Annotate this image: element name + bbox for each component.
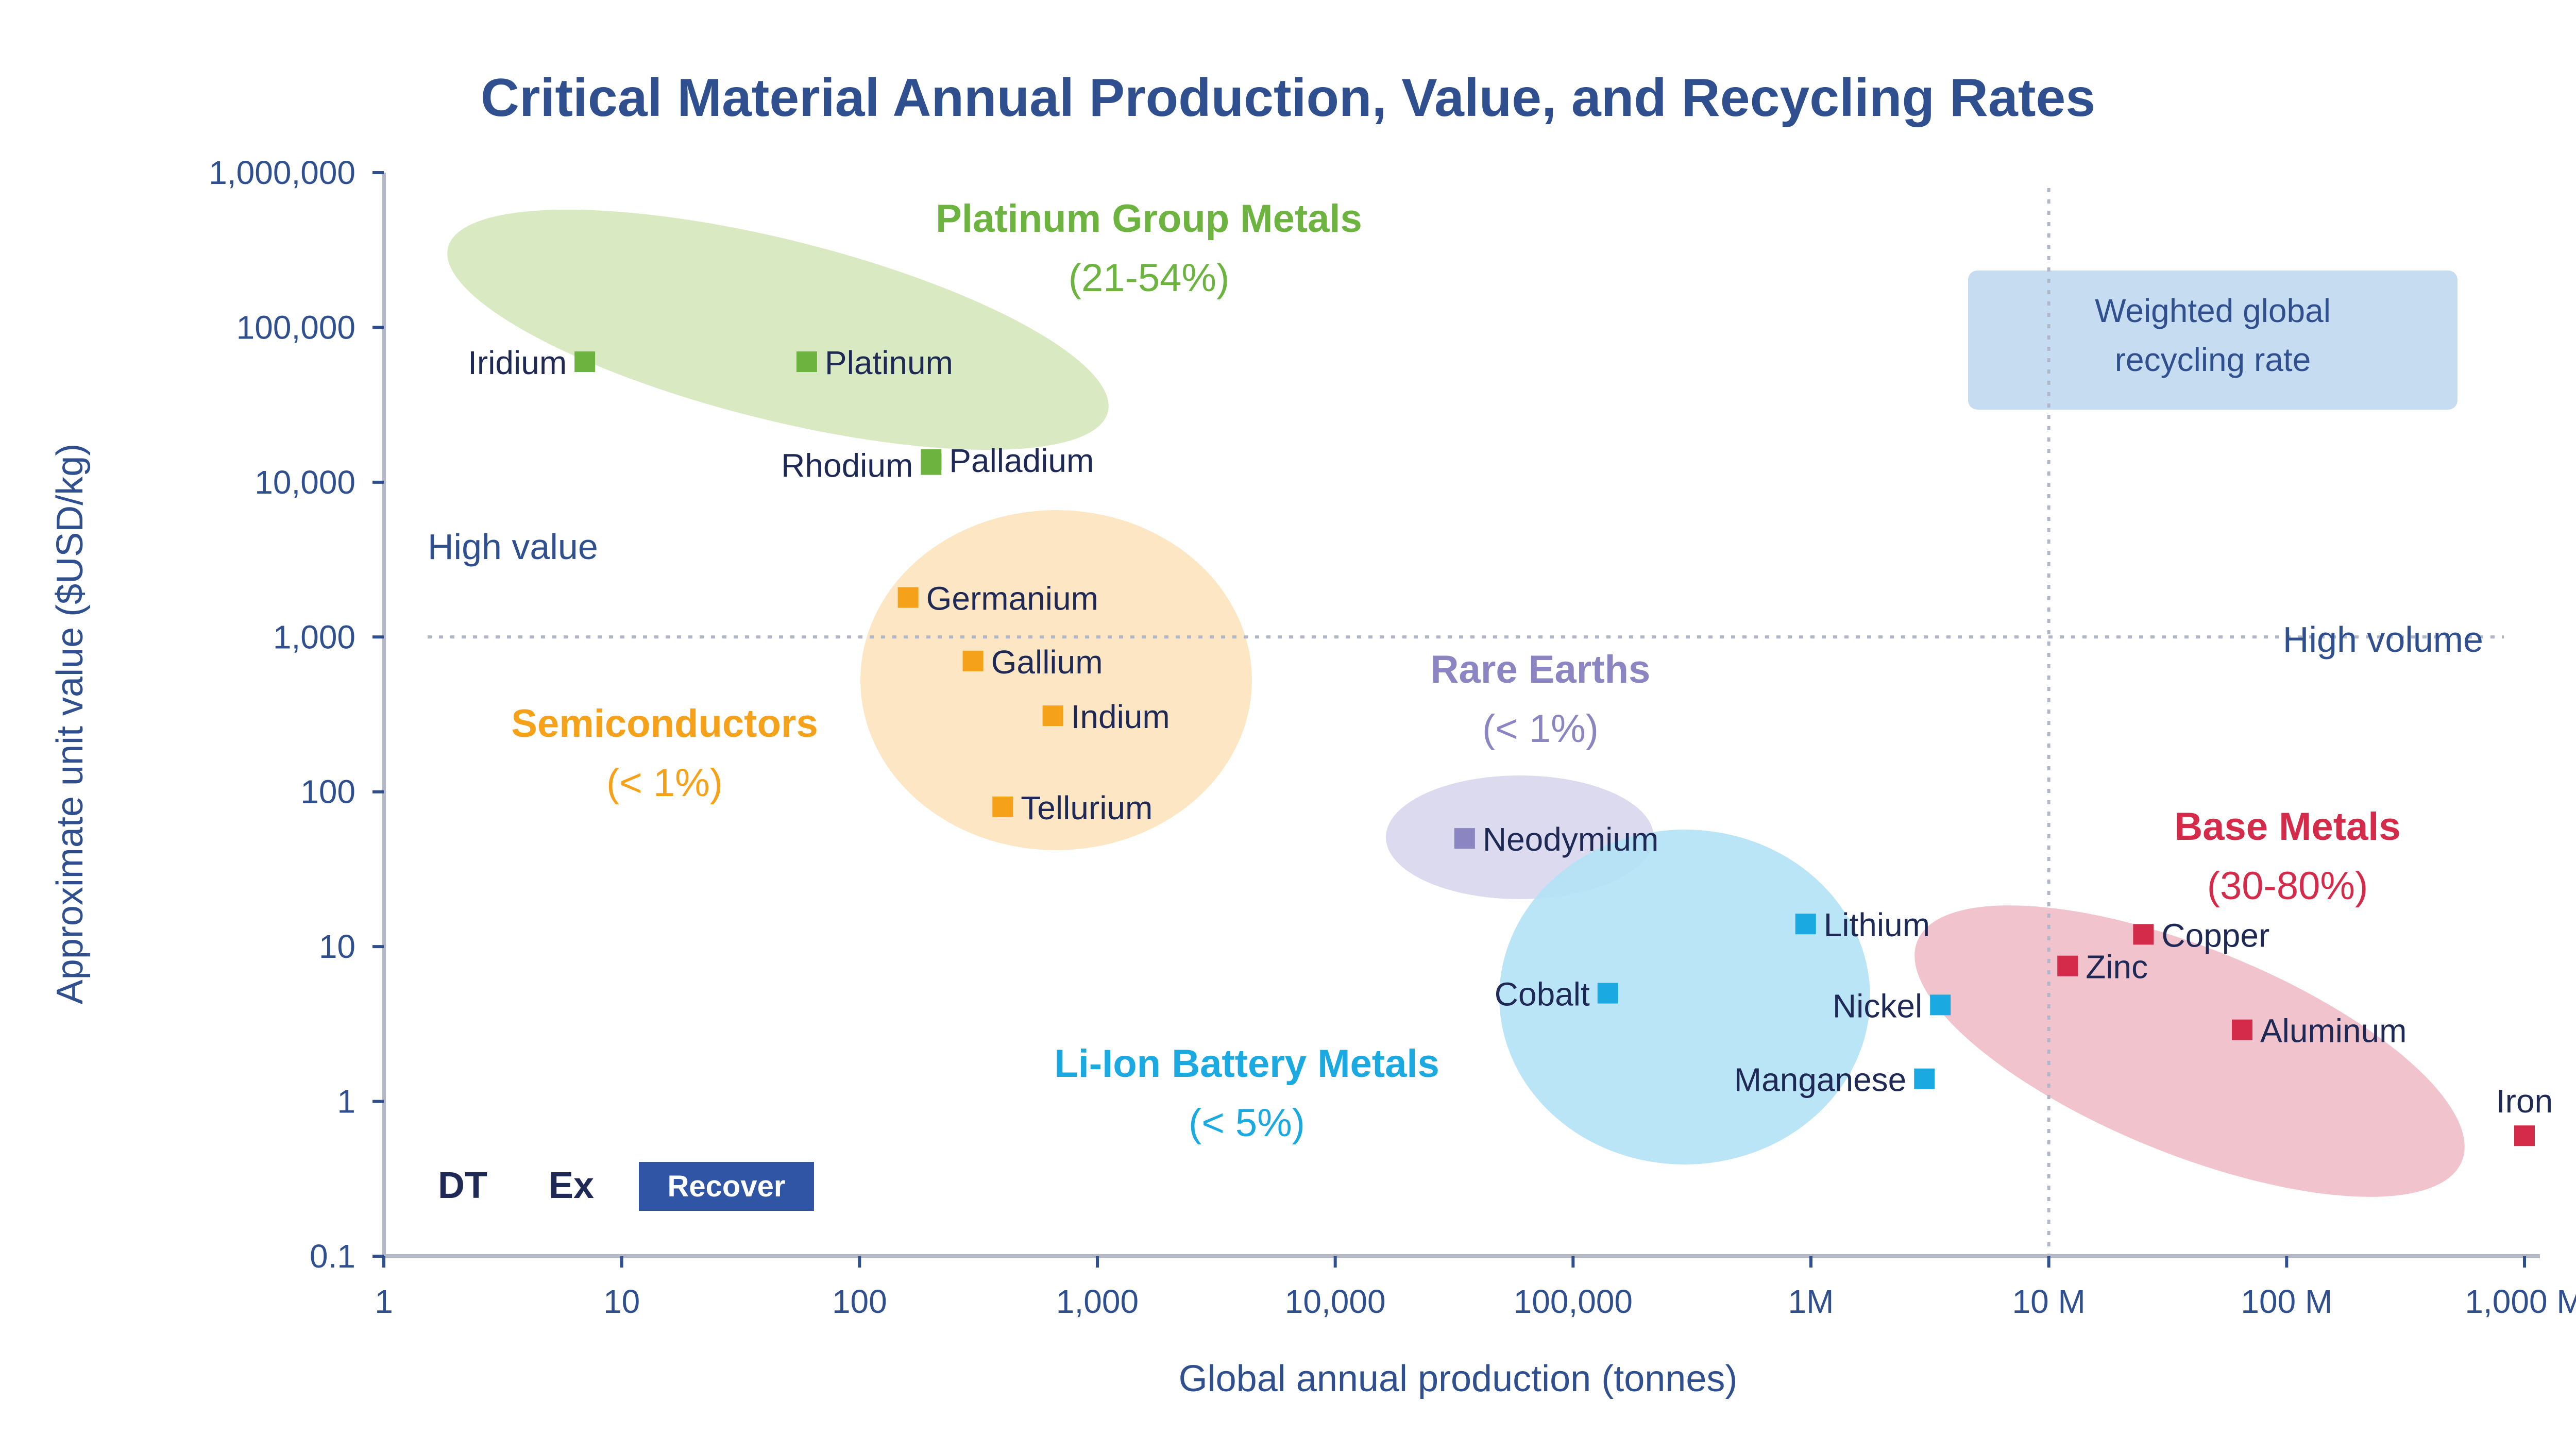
threshold-lines: [428, 188, 2504, 1256]
group-ellipses: [447, 209, 2465, 1197]
data-point-label: Nickel: [1833, 987, 1922, 1024]
group-ellipse-1: [860, 510, 1252, 850]
y-axis-ticks: 0.1 1 10 100 1,000 10,000 100,000 1,000,000: [209, 154, 384, 1275]
data-point: [2057, 955, 2078, 976]
data-point-label: Aluminum: [2260, 1012, 2407, 1050]
data-point-label: Cobalt: [1495, 976, 1590, 1013]
data-point-label: Iron: [2496, 1083, 2553, 1120]
x-tick-label: 100,000: [1514, 1283, 1633, 1320]
data-point-labels: Iridium Platinum Rhodium Palladium Germanium…: [468, 344, 2553, 1120]
data-point: [962, 650, 984, 671]
data-point-label: Rhodium: [781, 447, 913, 484]
x-tick-label: 100 M: [2241, 1283, 2332, 1320]
data-point-label: Indium: [1071, 698, 1170, 735]
note-box: Weighted global recycling rate: [1968, 271, 2458, 410]
group-ellipse-0: [447, 209, 1109, 450]
data-point: [1042, 705, 1063, 727]
x-tick-label: 10,000: [1285, 1283, 1386, 1320]
group-label: Platinum Group Metals: [936, 197, 1362, 241]
data-point: [921, 449, 942, 470]
group-label: Rare Earths: [1431, 648, 1651, 691]
data-point-label: Platinum: [825, 344, 953, 381]
note-text-line-1: Weighted global: [2095, 292, 2331, 329]
group-label: Semiconductors: [511, 702, 818, 746]
y-tick-label: 1: [337, 1083, 355, 1120]
x-axis-label: Global annual production (tonnes): [1179, 1358, 1738, 1399]
quadrant-label-high-value: High value: [428, 527, 598, 567]
x-tick-label: 100: [832, 1283, 887, 1320]
data-point: [2133, 924, 2154, 945]
x-tick-label: 1M: [1788, 1283, 1834, 1320]
group-rate-label: (30-80%): [2207, 864, 2368, 908]
recover-button-prefix: DT: [438, 1165, 487, 1206]
data-point-label: Copper: [2161, 917, 2269, 954]
data-point-label: Lithium: [1824, 906, 1930, 943]
data-point-label: Manganese: [1734, 1061, 1906, 1099]
note-text-line-2: recycling rate: [2115, 341, 2311, 378]
data-point-label: Iridium: [468, 344, 567, 381]
data-point: [2231, 1019, 2252, 1040]
x-axis-ticks: 1 10 100 1,000 10,000 100,000 1M 10 M 100 M 1,000…: [375, 1256, 2576, 1320]
data-point: [1914, 1068, 1935, 1089]
y-tick-label: 1,000,000: [209, 154, 355, 191]
group-label: Base Metals: [2174, 805, 2400, 849]
data-point: [796, 351, 817, 373]
data-point: [1930, 994, 1951, 1016]
data-point: [992, 796, 1013, 817]
y-tick-label: 10,000: [255, 464, 355, 501]
y-tick-label: 10: [319, 928, 355, 965]
recover-button-number: Ex: [549, 1165, 594, 1206]
group-ellipse-4: [1914, 905, 2465, 1197]
data-point: [2514, 1125, 2535, 1146]
group-rate-label: (21-54%): [1069, 256, 1230, 300]
data-point: [897, 587, 919, 608]
x-tick-label: 1,000: [1056, 1283, 1139, 1320]
data-point-label: Palladium: [949, 442, 1094, 479]
data-point-label: Germanium: [926, 580, 1098, 617]
group-labels: Platinum Group Metals (21-54%) Semiconduct…: [511, 197, 2400, 1145]
data-point: [1597, 983, 1618, 1004]
recover-button[interactable]: [639, 1162, 814, 1211]
y-tick-label: 100,000: [236, 309, 355, 346]
x-tick-label: 10: [603, 1283, 640, 1320]
x-tick-label: 1: [375, 1283, 393, 1320]
y-tick-label: 0.1: [310, 1238, 355, 1275]
note-box-bg: [1968, 271, 2458, 410]
recover-button-label[interactable]: Recover: [668, 1170, 786, 1203]
y-axis-label: Approximate unit value ($USD/kg): [49, 444, 91, 1004]
group-ellipse-3: [1499, 830, 1870, 1164]
data-point-label: Neodymium: [1483, 821, 1658, 858]
data-point: [1795, 914, 1816, 935]
data-points: [574, 351, 2535, 1146]
x-tick-label: 1,000 M: [2465, 1283, 2576, 1320]
recover-button-group[interactable]: DT Ex Recover: [438, 1162, 814, 1211]
x-tick-label: 10 M: [2012, 1283, 2086, 1320]
data-point: [574, 351, 596, 373]
data-point-label: Tellurium: [1021, 789, 1153, 826]
chart-title: Critical Material Annual Production, Val…: [481, 68, 2095, 128]
quadrant-label-high-volume: High volume: [2283, 619, 2483, 660]
group-rate-label: (< 5%): [1189, 1101, 1305, 1145]
data-point-label: Zinc: [2086, 949, 2148, 986]
group-rate-label: (< 1%): [606, 761, 723, 805]
group-rate-label: (< 1%): [1482, 707, 1599, 751]
y-tick-label: 1,000: [273, 618, 355, 655]
y-tick-label: 100: [300, 773, 355, 811]
data-point-label: Gallium: [991, 644, 1103, 681]
axes: [382, 173, 2540, 1258]
group-label: Li-Ion Battery Metals: [1054, 1042, 1439, 1086]
data-point: [1454, 828, 1475, 849]
